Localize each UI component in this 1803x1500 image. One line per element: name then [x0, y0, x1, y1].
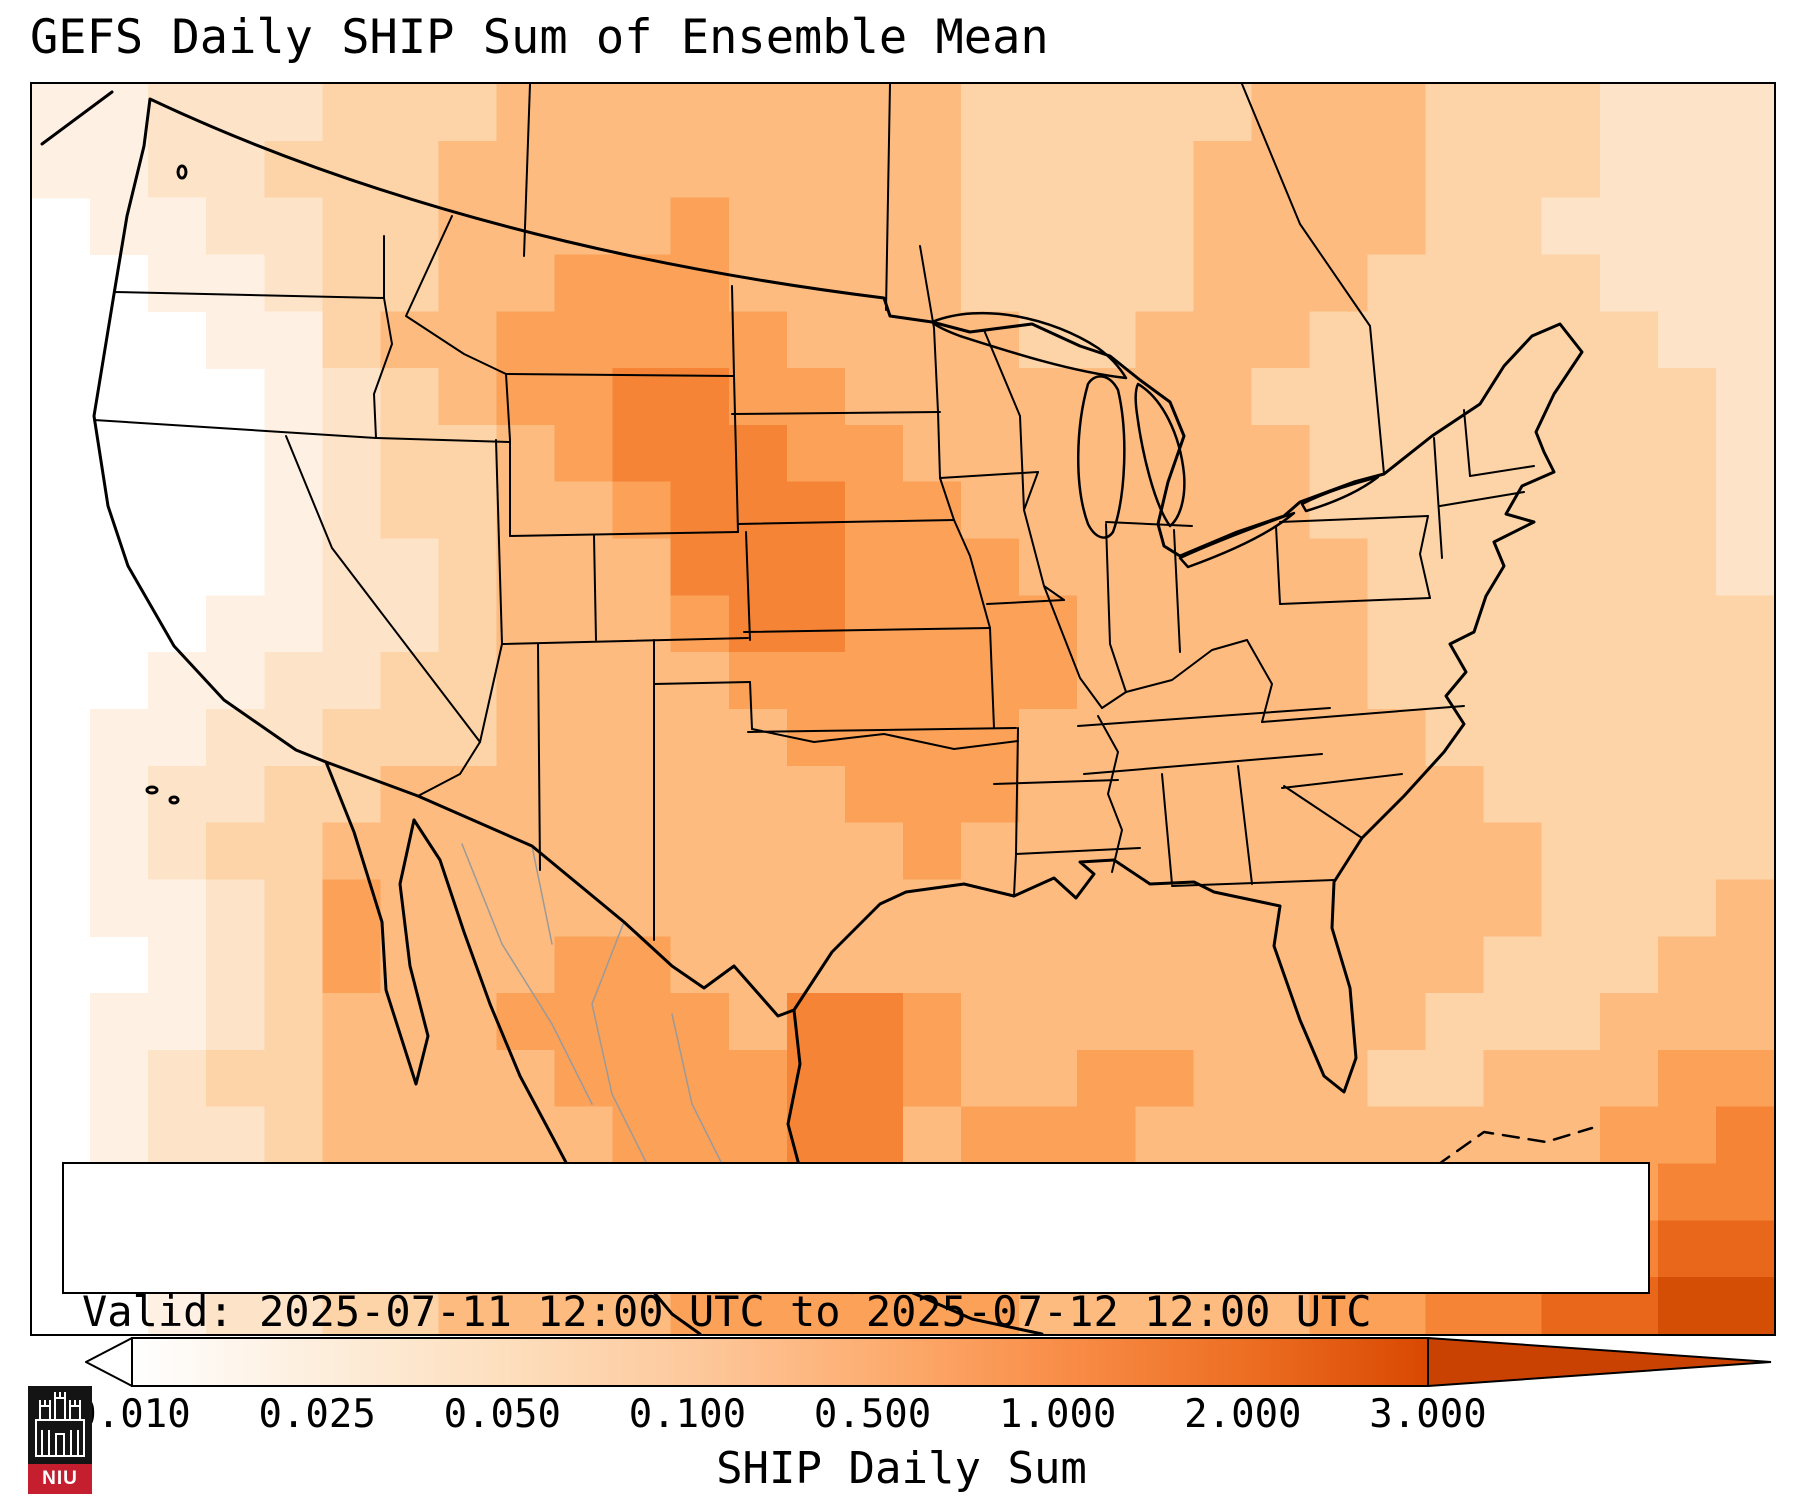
- page-title: GEFS Daily SHIP Sum of Ensemble Mean: [30, 10, 1049, 65]
- colorbar-tick: 0.500: [813, 1392, 932, 1437]
- valid-line: Valid: 2025-07-11 12:00 UTC to 2025-07-1…: [82, 1287, 1372, 1336]
- colorbar-tick: 2.000: [1184, 1392, 1302, 1437]
- colorbar-gradient-bar: [131, 1337, 1429, 1387]
- colorbar-tick: 0.100: [628, 1392, 747, 1437]
- colorbar-over-arrow: [1427, 1337, 1772, 1387]
- validity-info-box: Valid: 2025-07-11 12:00 UTC to 2025-07-1…: [62, 1162, 1650, 1334]
- colorbar: [85, 1337, 1772, 1387]
- colorbar-tick: 0.010: [73, 1392, 191, 1437]
- ship-heatmap: [32, 84, 1774, 1334]
- maritime-dashed-line: [1434, 1126, 1594, 1168]
- map-frame: Valid: 2025-07-11 12:00 UTC to 2025-07-1…: [30, 82, 1776, 1336]
- niu-logo: NIU: [28, 1386, 92, 1494]
- colorbar-under-arrow: [85, 1337, 133, 1387]
- coastline: [40, 90, 1584, 1334]
- niu-banner: NIU: [28, 1464, 92, 1494]
- colorbar-tick: 0.050: [443, 1392, 561, 1437]
- state-lines: [93, 84, 1535, 941]
- castle-icon: [35, 1392, 85, 1457]
- colorbar-tick: 3.000: [1369, 1392, 1487, 1437]
- colorbar-ticks: 0.010 0.025 0.050 0.100 0.500 1.000 2.000 3.000: [73, 1392, 1486, 1440]
- colorbar-label: SHIP Daily Sum: [716, 1443, 1087, 1494]
- colorbar-tick: 1.000: [999, 1392, 1117, 1437]
- colorbar-tick: 0.025: [258, 1392, 376, 1437]
- borders-overlay: [40, 84, 1639, 1334]
- great-lakes: [930, 311, 1380, 569]
- niu-shield: [28, 1386, 92, 1464]
